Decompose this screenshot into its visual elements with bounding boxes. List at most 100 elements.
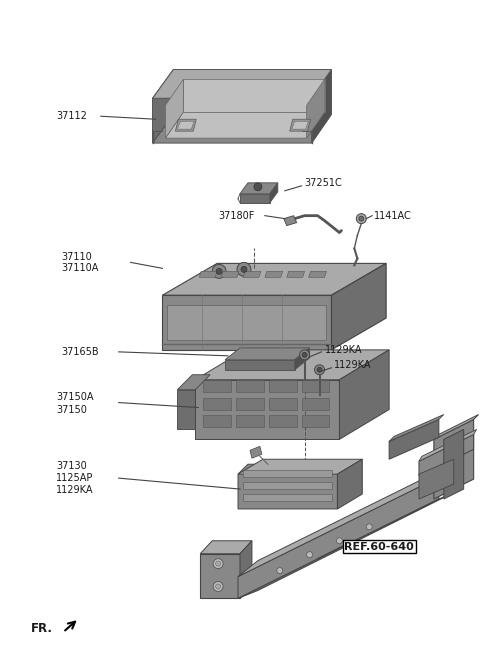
Polygon shape [178,374,210,390]
Polygon shape [269,415,297,428]
Text: 1129KA: 1129KA [56,485,94,495]
Polygon shape [238,461,459,577]
Polygon shape [265,271,283,277]
Circle shape [307,552,312,558]
Text: 37165B: 37165B [61,347,99,357]
Polygon shape [295,348,310,370]
Polygon shape [434,419,474,499]
Polygon shape [312,70,332,143]
Polygon shape [419,459,454,499]
Text: 37150: 37150 [56,405,87,415]
Polygon shape [195,350,389,380]
Circle shape [216,584,221,589]
Circle shape [216,561,221,566]
Polygon shape [238,459,362,474]
Circle shape [254,183,262,191]
Polygon shape [337,459,362,509]
Polygon shape [225,360,295,370]
Polygon shape [240,183,278,194]
Text: FR.: FR. [31,622,53,635]
Polygon shape [243,482,333,489]
Circle shape [366,524,372,530]
Polygon shape [284,215,297,225]
Text: REF.60-640: REF.60-640 [344,542,414,552]
Circle shape [237,262,251,277]
Polygon shape [221,271,239,277]
Polygon shape [419,434,474,476]
Text: 37110A: 37110A [61,263,98,273]
Polygon shape [236,415,264,428]
Circle shape [241,266,247,273]
Polygon shape [309,271,326,277]
Circle shape [359,216,364,221]
Polygon shape [290,119,311,131]
Text: 1125AP: 1125AP [56,473,94,483]
Polygon shape [287,271,305,277]
Polygon shape [236,380,264,392]
Polygon shape [250,446,262,458]
Polygon shape [243,494,333,501]
Polygon shape [238,491,457,599]
Polygon shape [175,119,196,131]
Polygon shape [339,350,389,440]
Polygon shape [166,79,183,138]
Polygon shape [203,415,231,428]
Polygon shape [301,380,329,392]
Text: 1129KA: 1129KA [335,360,372,370]
Polygon shape [200,554,240,599]
Polygon shape [332,263,386,350]
Polygon shape [238,464,337,509]
Polygon shape [183,79,324,112]
Polygon shape [434,415,479,440]
Polygon shape [178,121,194,129]
Polygon shape [178,390,195,430]
Polygon shape [270,183,278,203]
Polygon shape [195,380,339,440]
Circle shape [213,581,223,591]
Text: 37150A: 37150A [56,392,94,401]
Polygon shape [243,470,333,477]
Polygon shape [444,430,464,499]
Text: 37251C: 37251C [305,178,342,188]
Polygon shape [307,79,324,138]
Circle shape [314,365,324,374]
Polygon shape [240,194,270,203]
Polygon shape [292,121,309,129]
Polygon shape [225,348,310,360]
Polygon shape [162,263,386,295]
Text: 37112: 37112 [56,111,87,122]
Circle shape [213,558,223,568]
Circle shape [302,352,307,357]
Text: 1141AC: 1141AC [374,211,412,221]
Polygon shape [203,397,231,409]
Polygon shape [389,415,444,442]
Polygon shape [200,541,252,554]
Polygon shape [166,112,324,138]
Polygon shape [389,419,439,459]
Circle shape [212,264,226,279]
Polygon shape [301,397,329,409]
Circle shape [216,268,222,275]
Polygon shape [269,380,297,392]
Polygon shape [238,477,439,599]
Polygon shape [168,305,326,340]
Polygon shape [162,295,332,350]
Circle shape [300,350,310,360]
Text: 37180F: 37180F [218,211,254,221]
Polygon shape [199,271,217,277]
Text: 37110: 37110 [61,252,92,262]
Text: 1129KA: 1129KA [324,345,362,355]
Circle shape [317,367,322,373]
Polygon shape [153,70,173,143]
Polygon shape [153,70,332,99]
Polygon shape [243,271,261,277]
Circle shape [336,538,342,544]
Circle shape [356,214,366,223]
Polygon shape [301,415,329,428]
Text: 37130: 37130 [56,461,87,471]
Circle shape [277,568,283,574]
Polygon shape [240,541,252,599]
Polygon shape [419,430,477,461]
Polygon shape [236,397,264,409]
Polygon shape [203,380,231,392]
